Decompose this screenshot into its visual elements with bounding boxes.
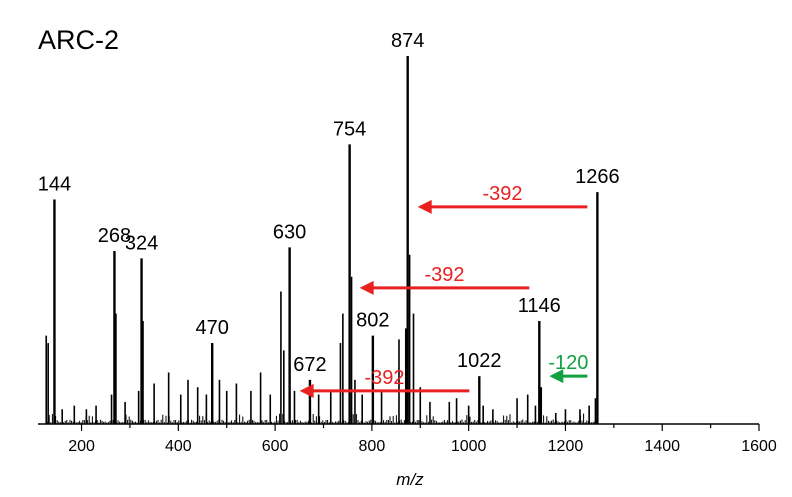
major-peaks (53, 56, 599, 424)
x-tick-label: 400 (165, 438, 192, 455)
peak-label-874: 874 (391, 30, 424, 52)
loss-label: -392 (364, 367, 404, 389)
peak-label-470: 470 (196, 317, 229, 339)
peak-label-1266: 1266 (575, 166, 620, 188)
peak-label-802: 802 (356, 310, 389, 332)
x-axis-label: m/z (396, 470, 424, 489)
x-tick-label: 1600 (741, 438, 777, 455)
peak-label-672: 672 (293, 354, 326, 376)
loss-label: -120 (548, 352, 588, 374)
loss-arrowhead (417, 199, 432, 214)
x-tick-label: 200 (68, 438, 95, 455)
x-tick-label: 1000 (451, 438, 487, 455)
noise-trace (45, 413, 759, 424)
loss-annotations: -392 -392 -392 -120 (299, 183, 588, 398)
x-tick-label: 1400 (644, 438, 680, 455)
loss-arrowhead (299, 383, 314, 398)
x-tick-label: 1200 (548, 438, 584, 455)
loss-label: -392 (424, 264, 464, 286)
minor-peaks (45, 254, 597, 424)
loss-arrowhead (359, 280, 374, 295)
peak-label-144: 144 (38, 174, 71, 196)
baseline-noise (45, 413, 759, 424)
chart-title: ARC-2 (38, 25, 119, 55)
peak-label-268: 268 (98, 225, 131, 247)
x-tick-label: 800 (359, 438, 386, 455)
x-axis: 200 400 600 800 1000 1200 1400 1600 (38, 423, 777, 455)
peak-label-324: 324 (125, 232, 158, 254)
peak-label-630: 630 (273, 221, 306, 243)
peak-label-1022: 1022 (457, 350, 502, 372)
x-tick-label: 600 (262, 438, 289, 455)
peak-label-1146: 1146 (518, 295, 561, 317)
peak-label-754: 754 (333, 118, 366, 140)
loss-label: -392 (483, 183, 523, 205)
loss-arrowhead (549, 369, 564, 384)
